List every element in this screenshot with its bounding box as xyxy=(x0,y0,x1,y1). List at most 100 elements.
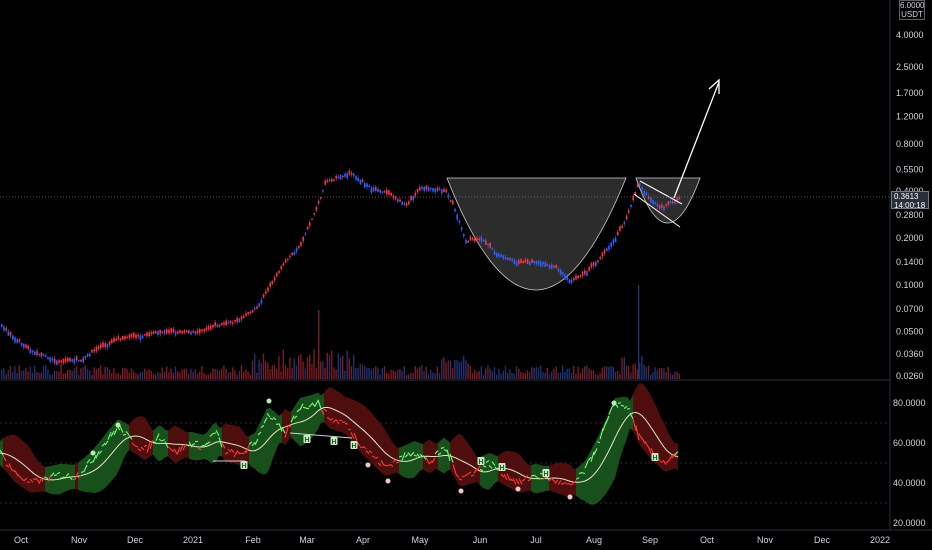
volume-bar xyxy=(174,366,177,379)
oscillator-cloud-segment xyxy=(453,435,456,480)
oscillator-cloud-segment xyxy=(270,407,273,468)
volume-bar xyxy=(139,372,141,379)
candle-body xyxy=(328,179,331,182)
volume-bar xyxy=(430,369,432,379)
time-tick-label: Aug xyxy=(586,535,602,545)
volume-bar xyxy=(113,368,115,379)
candle-body xyxy=(168,329,170,334)
oscillator-line-segment xyxy=(299,403,304,411)
price-axis[interactable]: 4.0000 2.5000 1.7000 1.2000 0.8000 0.5500 0.40… xyxy=(896,30,924,381)
volume-bar xyxy=(438,372,441,379)
oscillator-line-segment xyxy=(644,440,649,447)
volume-bar xyxy=(326,352,328,379)
oscillator-line-segment xyxy=(257,431,262,436)
price-tick-label: 2.5000 xyxy=(896,62,924,72)
volume-bar xyxy=(146,371,148,379)
candle-body xyxy=(645,192,648,196)
candle-body xyxy=(111,339,113,343)
candle-body xyxy=(533,260,535,264)
oscillator-cloud-segment xyxy=(117,419,120,475)
candle-body xyxy=(245,313,247,317)
candle-body xyxy=(236,317,238,322)
oscillator-line-segment xyxy=(665,459,670,464)
volume-bar xyxy=(392,370,394,379)
volume-bar xyxy=(619,373,621,379)
volume-bar xyxy=(335,369,337,379)
oscillator-cloud-segment xyxy=(321,392,324,423)
volume-bar xyxy=(75,366,78,379)
time-tick-label: Nov xyxy=(71,535,88,545)
volume-bar xyxy=(590,369,592,379)
candle-body xyxy=(326,180,329,183)
volume-bar xyxy=(104,367,106,379)
volume-bar xyxy=(478,370,480,379)
candle-body xyxy=(161,331,164,333)
candle-body xyxy=(524,259,527,263)
candle-body xyxy=(135,334,137,339)
candle-body xyxy=(463,233,465,237)
oscillator-line-segment xyxy=(509,478,514,482)
candle-body xyxy=(355,175,357,180)
price-unit-badge: 6.0000 USDT xyxy=(899,0,925,20)
candle-body xyxy=(163,330,166,335)
candle-body xyxy=(511,258,513,262)
volume-bar xyxy=(592,369,595,379)
oscillator-cloud-segment xyxy=(672,439,675,470)
oscillator-line-segment xyxy=(227,448,232,453)
volume-bar xyxy=(287,367,289,379)
time-tick-label: May xyxy=(411,535,429,545)
candle-body xyxy=(518,259,520,264)
volume-bar xyxy=(487,365,489,379)
oscillator-line-segment xyxy=(425,457,430,464)
volume-bar xyxy=(533,367,535,379)
oscillator-line-segment xyxy=(662,459,667,465)
volume-bar xyxy=(225,368,227,379)
volume-bar xyxy=(324,367,326,379)
price-tick-label: 0.0500 xyxy=(896,327,924,337)
candle-body xyxy=(84,356,87,358)
candle-body xyxy=(192,330,194,333)
oscillator-line-segment xyxy=(638,433,643,440)
volume-bar xyxy=(542,371,544,379)
candle-body xyxy=(608,245,610,250)
oscillator-line-segment xyxy=(371,455,376,458)
volume-bar xyxy=(144,368,146,379)
oscillator-line-segment xyxy=(554,479,559,484)
time-tick-label: Apr xyxy=(356,535,370,545)
oscillator-line-segment xyxy=(488,464,493,469)
volume-bar xyxy=(568,368,570,379)
volume-bar xyxy=(427,373,430,379)
oscillator-line-segment xyxy=(5,464,10,468)
oscillator-axis[interactable]: 80.0000 60.0000 40.0000 20.0000 xyxy=(893,398,926,528)
oscillator-line-segment xyxy=(284,426,289,438)
time-axis[interactable]: Oct Nov Dec 2021 Feb Mar Apr May Jun Jul Aug Sep Oct… xyxy=(14,535,890,545)
candle-body xyxy=(434,188,436,193)
candle-body xyxy=(432,188,434,192)
volume-bar xyxy=(449,361,452,379)
volume-bar xyxy=(524,373,526,379)
candle-body xyxy=(271,280,274,284)
candle-body xyxy=(491,247,494,250)
oscillator-line-segment xyxy=(491,461,496,466)
volume-bar xyxy=(38,372,40,379)
oscillator-line-segment xyxy=(86,458,91,464)
oscillator-line-segment xyxy=(44,476,49,480)
oscillator-line-segment xyxy=(527,478,532,482)
candle-body xyxy=(643,191,645,196)
volume-bar xyxy=(322,361,324,379)
candle-body xyxy=(612,239,615,244)
volume-bar xyxy=(194,369,196,379)
volume-bar xyxy=(504,365,507,379)
volume-bar xyxy=(45,365,47,379)
volume-bar xyxy=(546,367,548,379)
candle-body xyxy=(401,201,403,206)
volume-bar xyxy=(667,366,669,379)
volume-bar xyxy=(342,355,344,379)
oscillator-line-segment xyxy=(188,441,193,448)
volume-bar xyxy=(364,365,366,379)
candle-body xyxy=(601,252,604,257)
oscillator-line-segment xyxy=(119,425,124,433)
volume-bar xyxy=(491,371,493,379)
volume-bar xyxy=(282,349,284,379)
